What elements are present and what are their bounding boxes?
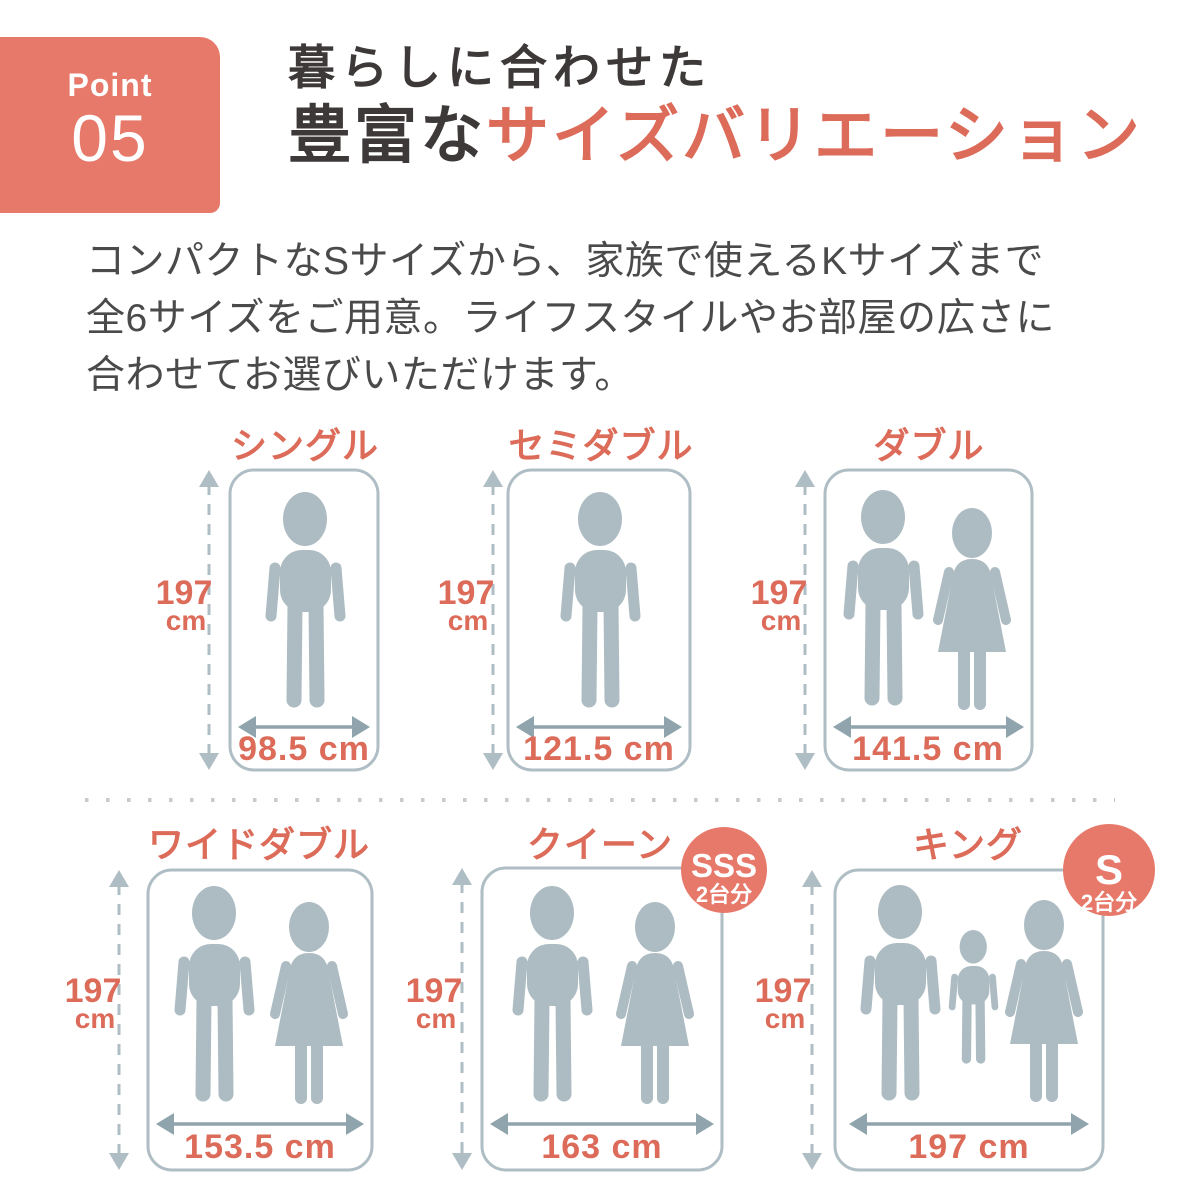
bed-size-diagrams: シングル 197 cm 98.5 cm セミダブル [65, 425, 1155, 1172]
badge-sss-2-beds: SSS 2台分 [681, 827, 767, 913]
height-arrow-icon [109, 870, 129, 1170]
height-unit: cm [416, 1003, 456, 1034]
width-value: 121.5 cm [523, 730, 675, 768]
bed-outline [506, 468, 692, 772]
size-name: ダブル [873, 425, 984, 466]
height-unit: cm [166, 605, 206, 636]
width-value: 197 cm [908, 1128, 1029, 1166]
height-unit: cm [765, 1003, 805, 1034]
bed-outline [228, 468, 380, 772]
height-unit: cm [448, 605, 488, 636]
width-arrow-icon [849, 1113, 1089, 1135]
size-name: キング [913, 824, 1023, 865]
description-line3: 合わせてお選びいただけます。 [86, 354, 634, 397]
height-value: 197 [438, 574, 495, 612]
size-name: クイーン [527, 824, 673, 865]
point-label: Point [67, 67, 153, 103]
badge-size-label: S [1095, 846, 1123, 893]
description-line2: 全6サイズをご用意。ライフスタイルやお部屋の広さに [86, 297, 1056, 340]
height-value: 197 [751, 574, 808, 612]
description-line1: コンパクトなSサイズから、家族で使えるKサイズまで [86, 240, 1045, 283]
size-name: ワイドダブル [148, 824, 370, 865]
width-value: 141.5 cm [852, 730, 1004, 768]
width-arrow-icon [490, 1113, 714, 1135]
height-arrow-icon [795, 470, 815, 770]
width-arrow-icon [238, 716, 370, 738]
badge-units-label: 2台分 [1081, 890, 1137, 915]
description: コンパクトなSサイズから、家族で使えるKサイズまで 全6サイズをご用意。ライフス… [86, 233, 1055, 404]
height-arrow-icon [483, 470, 503, 770]
size-name: セミダブル [508, 425, 693, 466]
badge-size-label: SSS [691, 847, 757, 884]
title-line2: 豊富なサイズバリエーション [288, 102, 1143, 171]
point-badge: Point 05 [0, 37, 220, 213]
size-card-single: シングル 197 cm 98.5 cm [156, 425, 380, 772]
size-card-wide-double: ワイドダブル 197 cm 153.5 cm [65, 824, 374, 1172]
width-value: 153.5 cm [184, 1128, 336, 1166]
height-arrow-icon [452, 868, 472, 1170]
size-name: シングル [231, 425, 379, 466]
height-arrow-icon [199, 470, 219, 770]
height-value: 197 [156, 574, 213, 612]
height-arrow-icon [802, 870, 822, 1170]
size-card-double: ダブル 197 cm 141.5 cm [751, 425, 1034, 772]
height-value: 197 [406, 972, 463, 1010]
width-arrow-icon [516, 716, 682, 738]
badge-s-2-beds: S 2台分 [1063, 824, 1155, 916]
height-unit: cm [761, 605, 801, 636]
height-value: 197 [755, 972, 812, 1010]
title-line2-accent: サイズバリエーション [486, 101, 1143, 172]
width-value: 98.5 cm [238, 730, 370, 768]
width-value: 163 cm [541, 1128, 662, 1166]
height-value: 197 [65, 972, 122, 1010]
badge-units-label: 2台分 [696, 882, 752, 907]
width-arrow-icon [833, 716, 1024, 738]
title-line1: 暮らしに合わせた [288, 41, 712, 94]
height-unit: cm [75, 1003, 115, 1034]
size-card-king: キング 197 cm 197 cm S 2台分 [755, 824, 1155, 1172]
width-arrow-icon [156, 1113, 364, 1135]
title-line2-dark: 豊富な [288, 101, 486, 172]
dotted-divider [85, 798, 1115, 802]
size-card-semi-double: セミダブル 197 cm 121.5 cm [438, 425, 693, 772]
page-title: 暮らしに合わせた 豊富なサイズバリエーション [288, 40, 1143, 172]
size-card-queen: クイーン 197 cm 163 cm SSS 2台分 [406, 824, 767, 1172]
point-number: 05 [71, 101, 149, 175]
